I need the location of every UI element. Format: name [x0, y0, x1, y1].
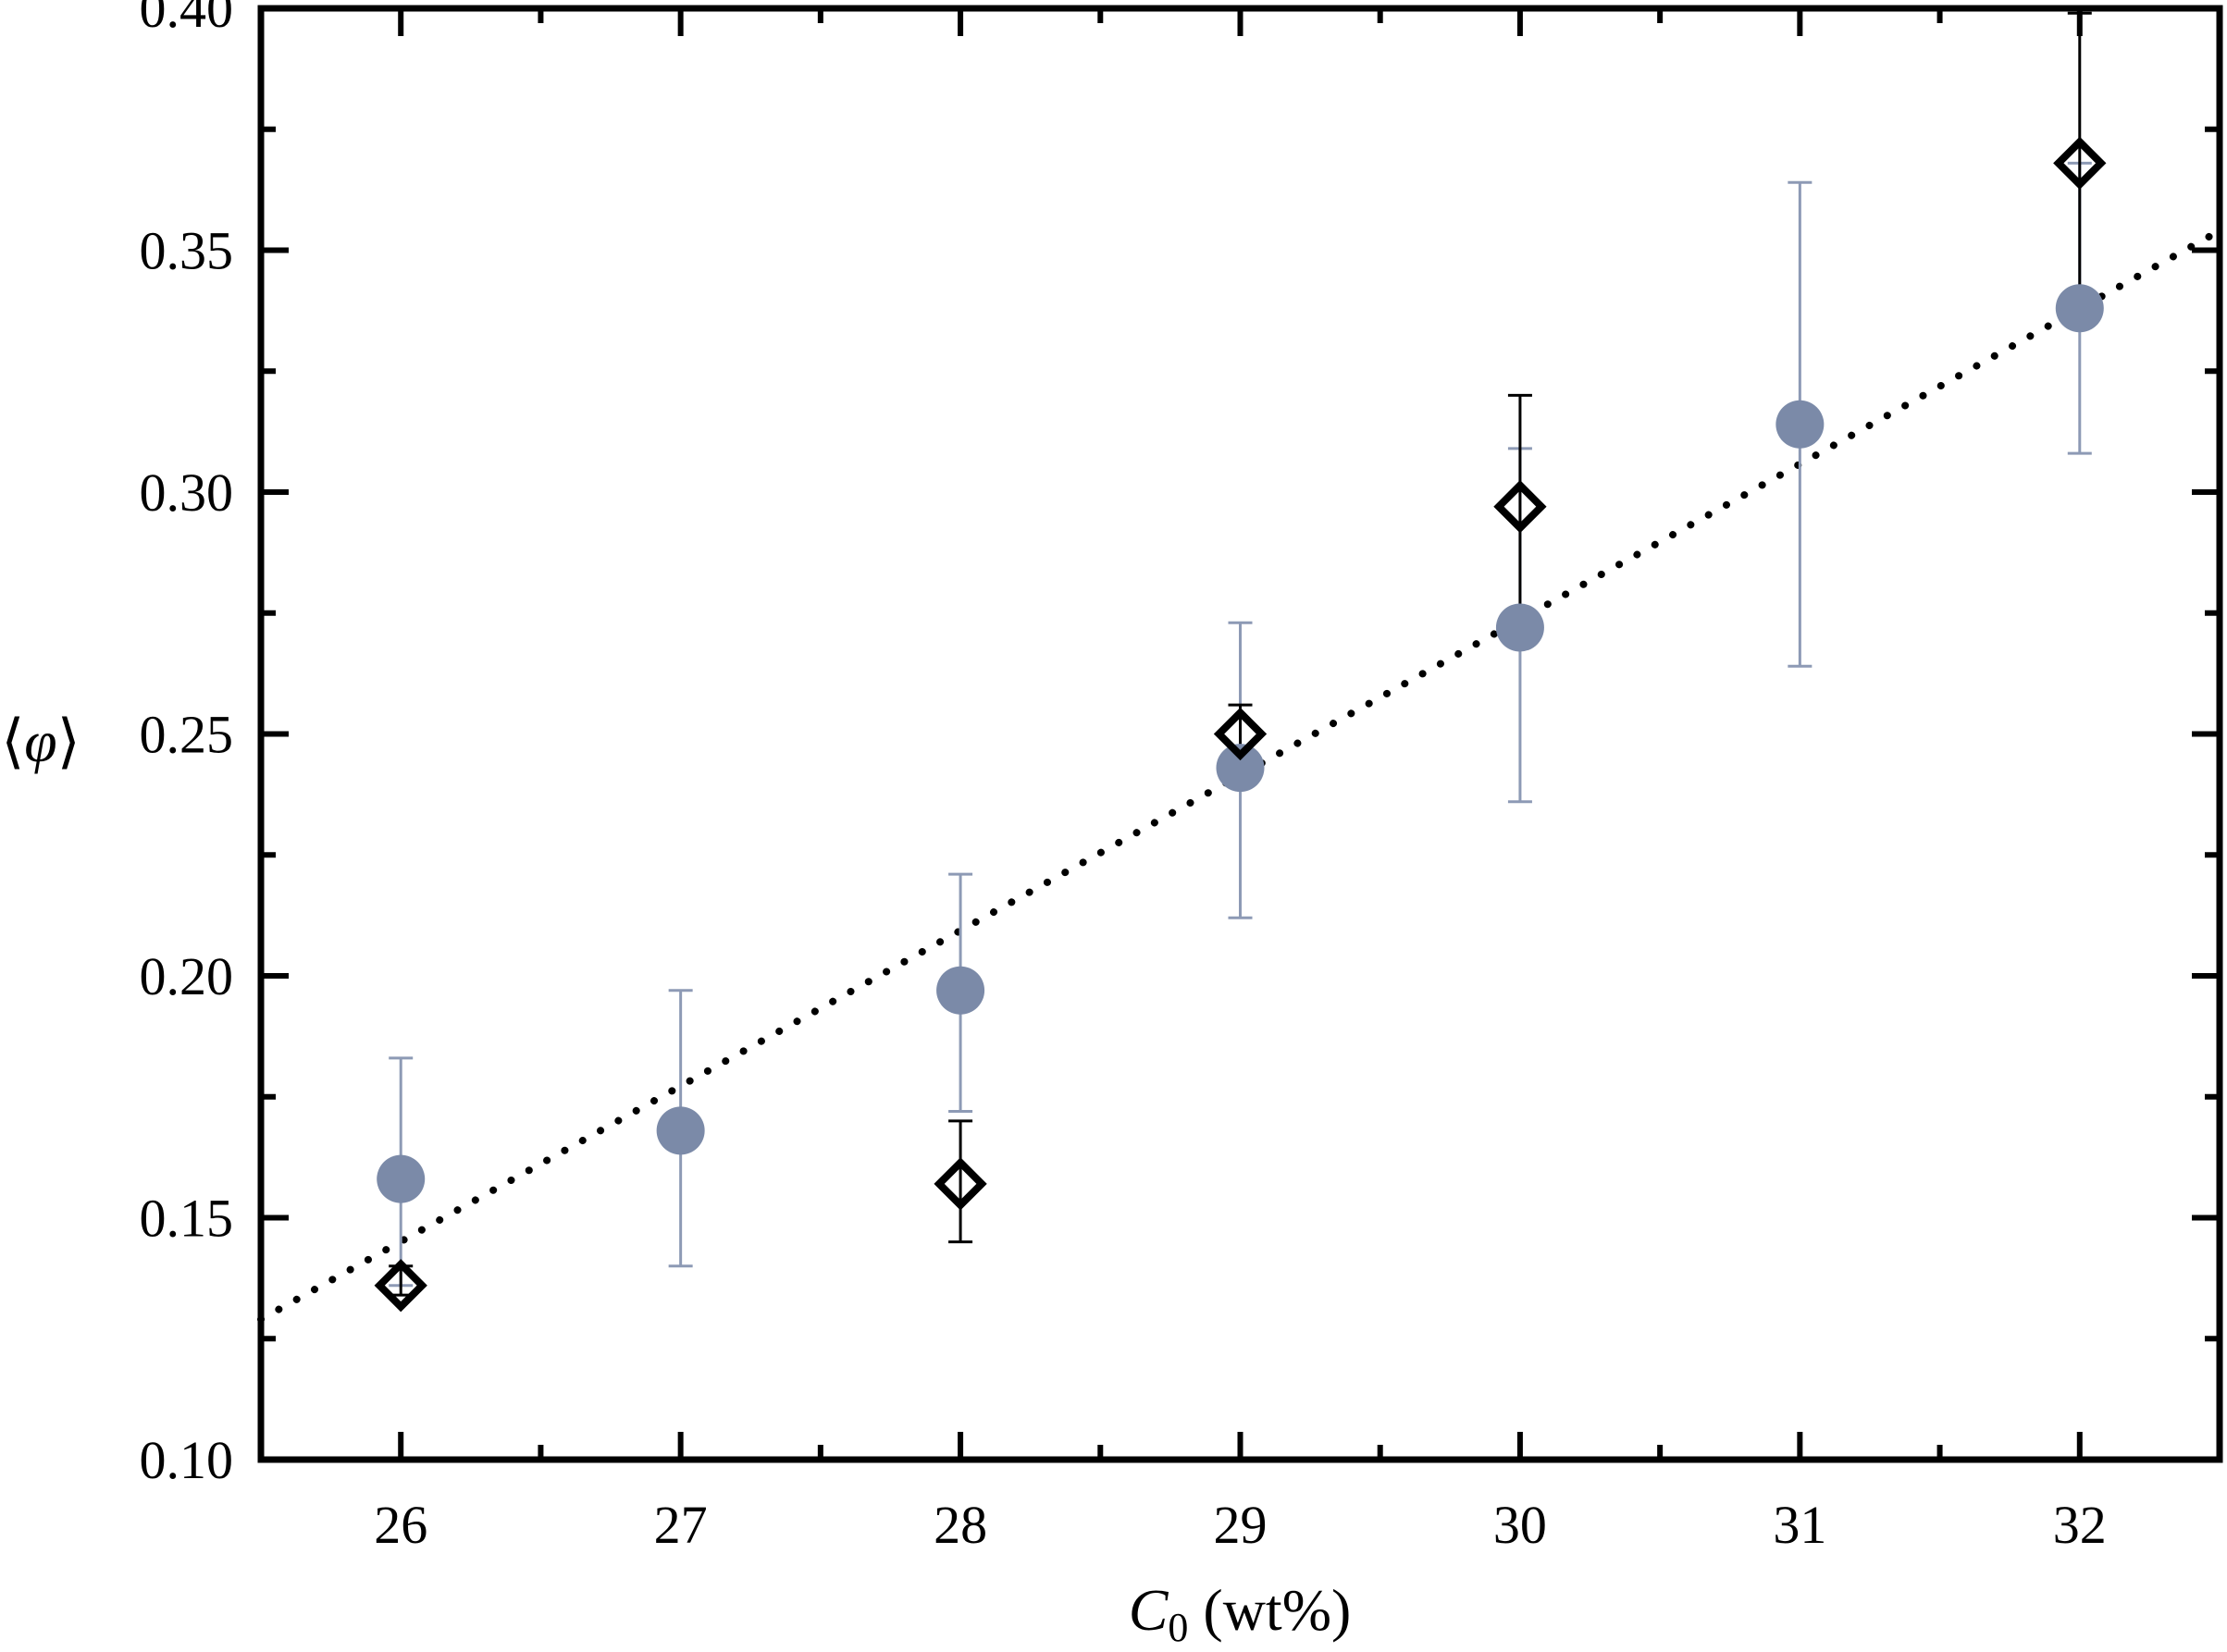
- data-point-diamond: [934, 1157, 987, 1211]
- y-tick-label: 0.30: [140, 462, 234, 523]
- plot-frame: [257, 5, 2223, 1463]
- y-tick-label: 0.35: [140, 221, 234, 281]
- x-tick-label: 29: [1214, 1495, 1268, 1555]
- y-axis-title: ⟨φ⟩: [1, 709, 80, 774]
- data-point-circle: [1775, 400, 1825, 449]
- x-tick-label: 28: [934, 1495, 987, 1555]
- y-tick-label: 0.15: [140, 1189, 234, 1249]
- y-tick-label: 0.40: [140, 0, 234, 39]
- errorbar-layer: [389, 11, 2092, 1297]
- x-tick-label: 31: [1773, 1495, 1826, 1555]
- data-point-diamond: [1213, 707, 1268, 761]
- y-tick-label: 0.20: [140, 946, 234, 1006]
- y-axis-title-right-bracket: ⟩: [57, 709, 80, 774]
- y-axis-title-symbol: φ: [24, 709, 56, 774]
- label-layer: 26 27 28 29 30 31 32 0.10 0.15 0.20 0.25 0.30 0.35 0.…: [140, 0, 2107, 1555]
- x-tick-label: 32: [2053, 1495, 2107, 1555]
- data-point-diamond: [1493, 480, 1547, 534]
- x-axis-title: C0 (wt%): [1129, 1577, 1352, 1650]
- x-tick-label: 27: [654, 1495, 708, 1555]
- y-tick-label: 0.10: [140, 1430, 234, 1490]
- y-tick-label: 0.25: [140, 705, 234, 765]
- x-tick-label: 26: [374, 1495, 427, 1555]
- x-axis-title-subscript: 0: [1168, 1605, 1188, 1650]
- data-point-diamond: [2053, 136, 2107, 191]
- x-axis-title-unit: (wt%): [1188, 1577, 1351, 1643]
- data-point-circle: [656, 1106, 705, 1155]
- data-point-circle: [936, 966, 985, 1015]
- data-point-circle: [377, 1154, 426, 1203]
- x-tick-label: 30: [1493, 1495, 1547, 1555]
- data-point-diamond: [374, 1259, 427, 1313]
- data-point-circle: [1495, 603, 1544, 652]
- x-axis-title-main: C: [1129, 1577, 1169, 1643]
- marker-layer: [374, 136, 2107, 1313]
- data-point-circle: [1216, 744, 1265, 793]
- data-point-circle: [2055, 284, 2104, 333]
- y-axis-title-left-bracket: ⟨: [1, 709, 24, 774]
